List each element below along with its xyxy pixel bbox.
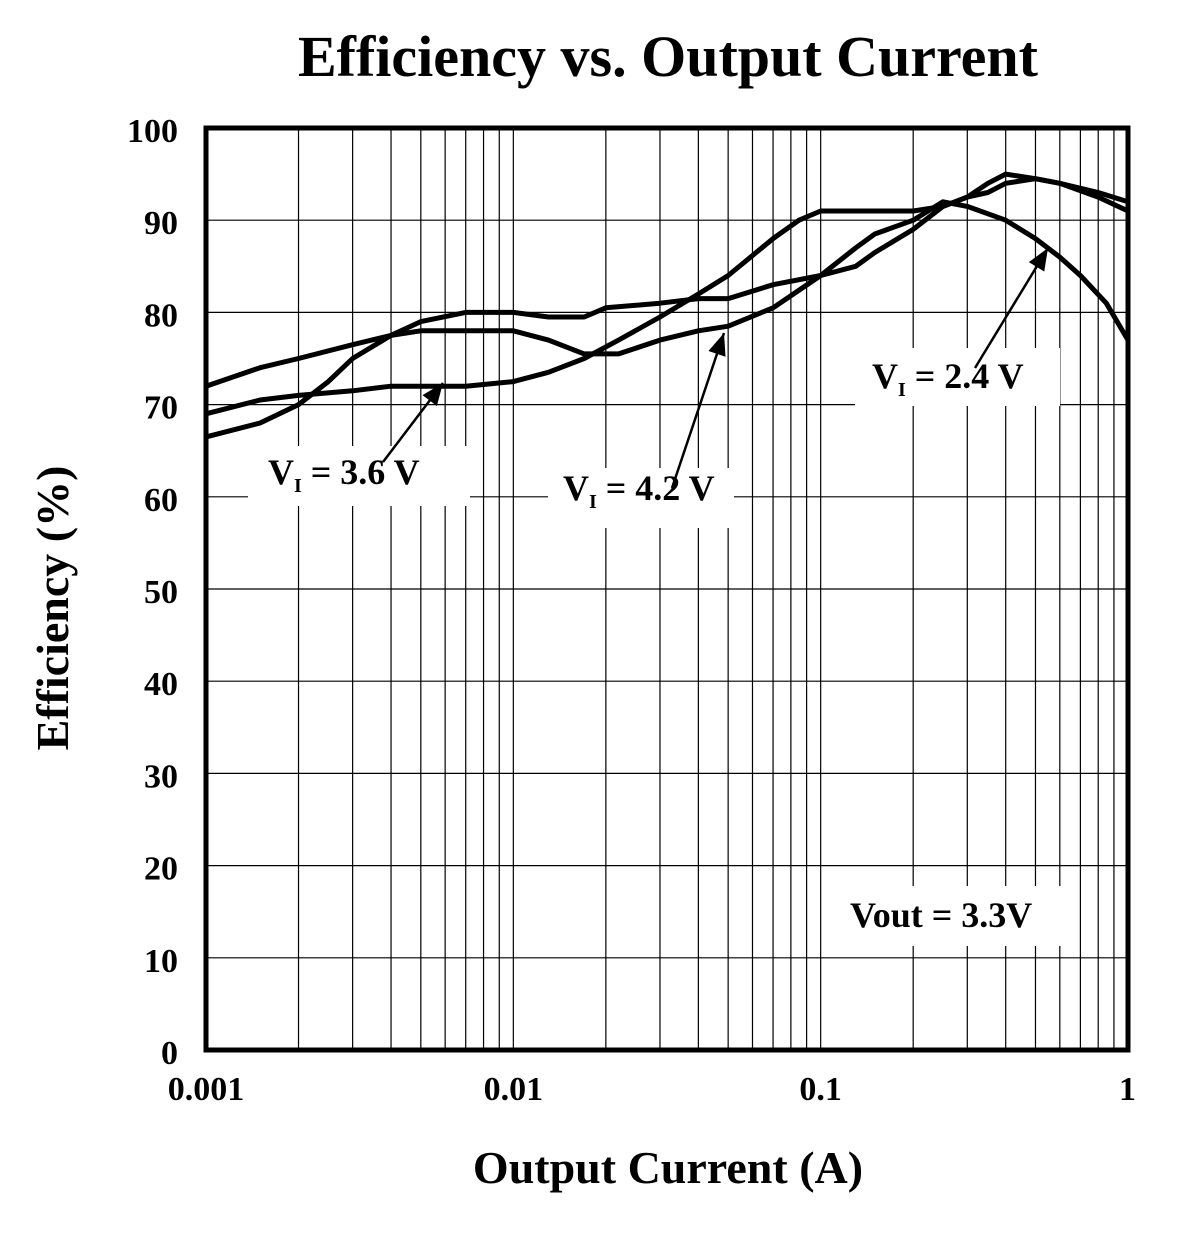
annotation-text: VI = 4.2 V [563,468,715,513]
annotation-arrow-line [973,247,1050,369]
annotation-rest: = 2.4 V [906,356,1024,396]
x-tick-label: 0.01 [484,1071,544,1108]
y-tick-label: 80 [144,297,178,334]
series-line-1 [203,199,1131,389]
plot-frame [203,125,1131,1053]
annotation-3: VI = 4.2 V [548,332,734,528]
y-tick-labels: 0 10 20 30 40 50 60 70 80 90 100 [127,113,178,1072]
annotation-arrow-line [670,332,726,489]
annotation-4: Vout = 3.3V [826,886,1062,946]
annotation-main: V [268,452,294,492]
y-tick-label: 60 [144,482,178,519]
annotation-rest: = 3.6 V [302,452,420,492]
y-tick-label: 10 [144,943,178,980]
annotation-arrow-head [1028,248,1048,272]
annotation-subscript: I [589,491,597,513]
chart-title: Efficiency vs. Output Current [298,24,1039,89]
annotation-subscript: I [294,475,302,497]
y-tick-label: 30 [144,758,178,795]
annotation-subscript: I [898,379,906,401]
y-tick-label: 20 [144,851,178,888]
series-line-2 [203,176,1131,417]
annotation-background [548,468,734,528]
annotation-background [826,886,1062,946]
annotation-1: VI = 2.4 V [855,247,1060,406]
y-tick-label: 0 [161,1035,178,1072]
series-line-3 [203,171,1131,440]
annotation-arrow-head [708,333,726,357]
x-axis-label: Output Current (A) [473,1142,863,1193]
annotation-text: VI = 2.4 V [872,356,1024,401]
y-tick-label: 90 [144,205,178,242]
y-tick-label: 100 [127,113,178,150]
x-tick-label: 0.1 [799,1071,842,1108]
x-tick-label: 1 [1119,1071,1136,1108]
y-axis-label: Efficiency (%) [27,466,78,751]
annotation-text: Vout = 3.3V [850,895,1032,935]
y-tick-label: 50 [144,574,178,611]
annotation-main: V [563,468,589,508]
annotation-rest: = 4.2 V [597,468,715,508]
x-tick-label: 0.001 [168,1071,245,1108]
annotation-arrow-head [422,383,443,406]
annotation-2: VI = 3.6 V [248,382,470,506]
y-tick-label: 40 [144,666,178,703]
series-lines [203,171,1131,440]
annotation-main: V [872,356,898,396]
annotation-text: VI = 3.6 V [268,452,420,497]
y-tick-label: 70 [144,390,178,427]
annotation-background [855,348,1060,406]
annotation-background [248,446,470,506]
x-tick-labels: 0.001 0.01 0.1 1 [168,1071,1136,1108]
